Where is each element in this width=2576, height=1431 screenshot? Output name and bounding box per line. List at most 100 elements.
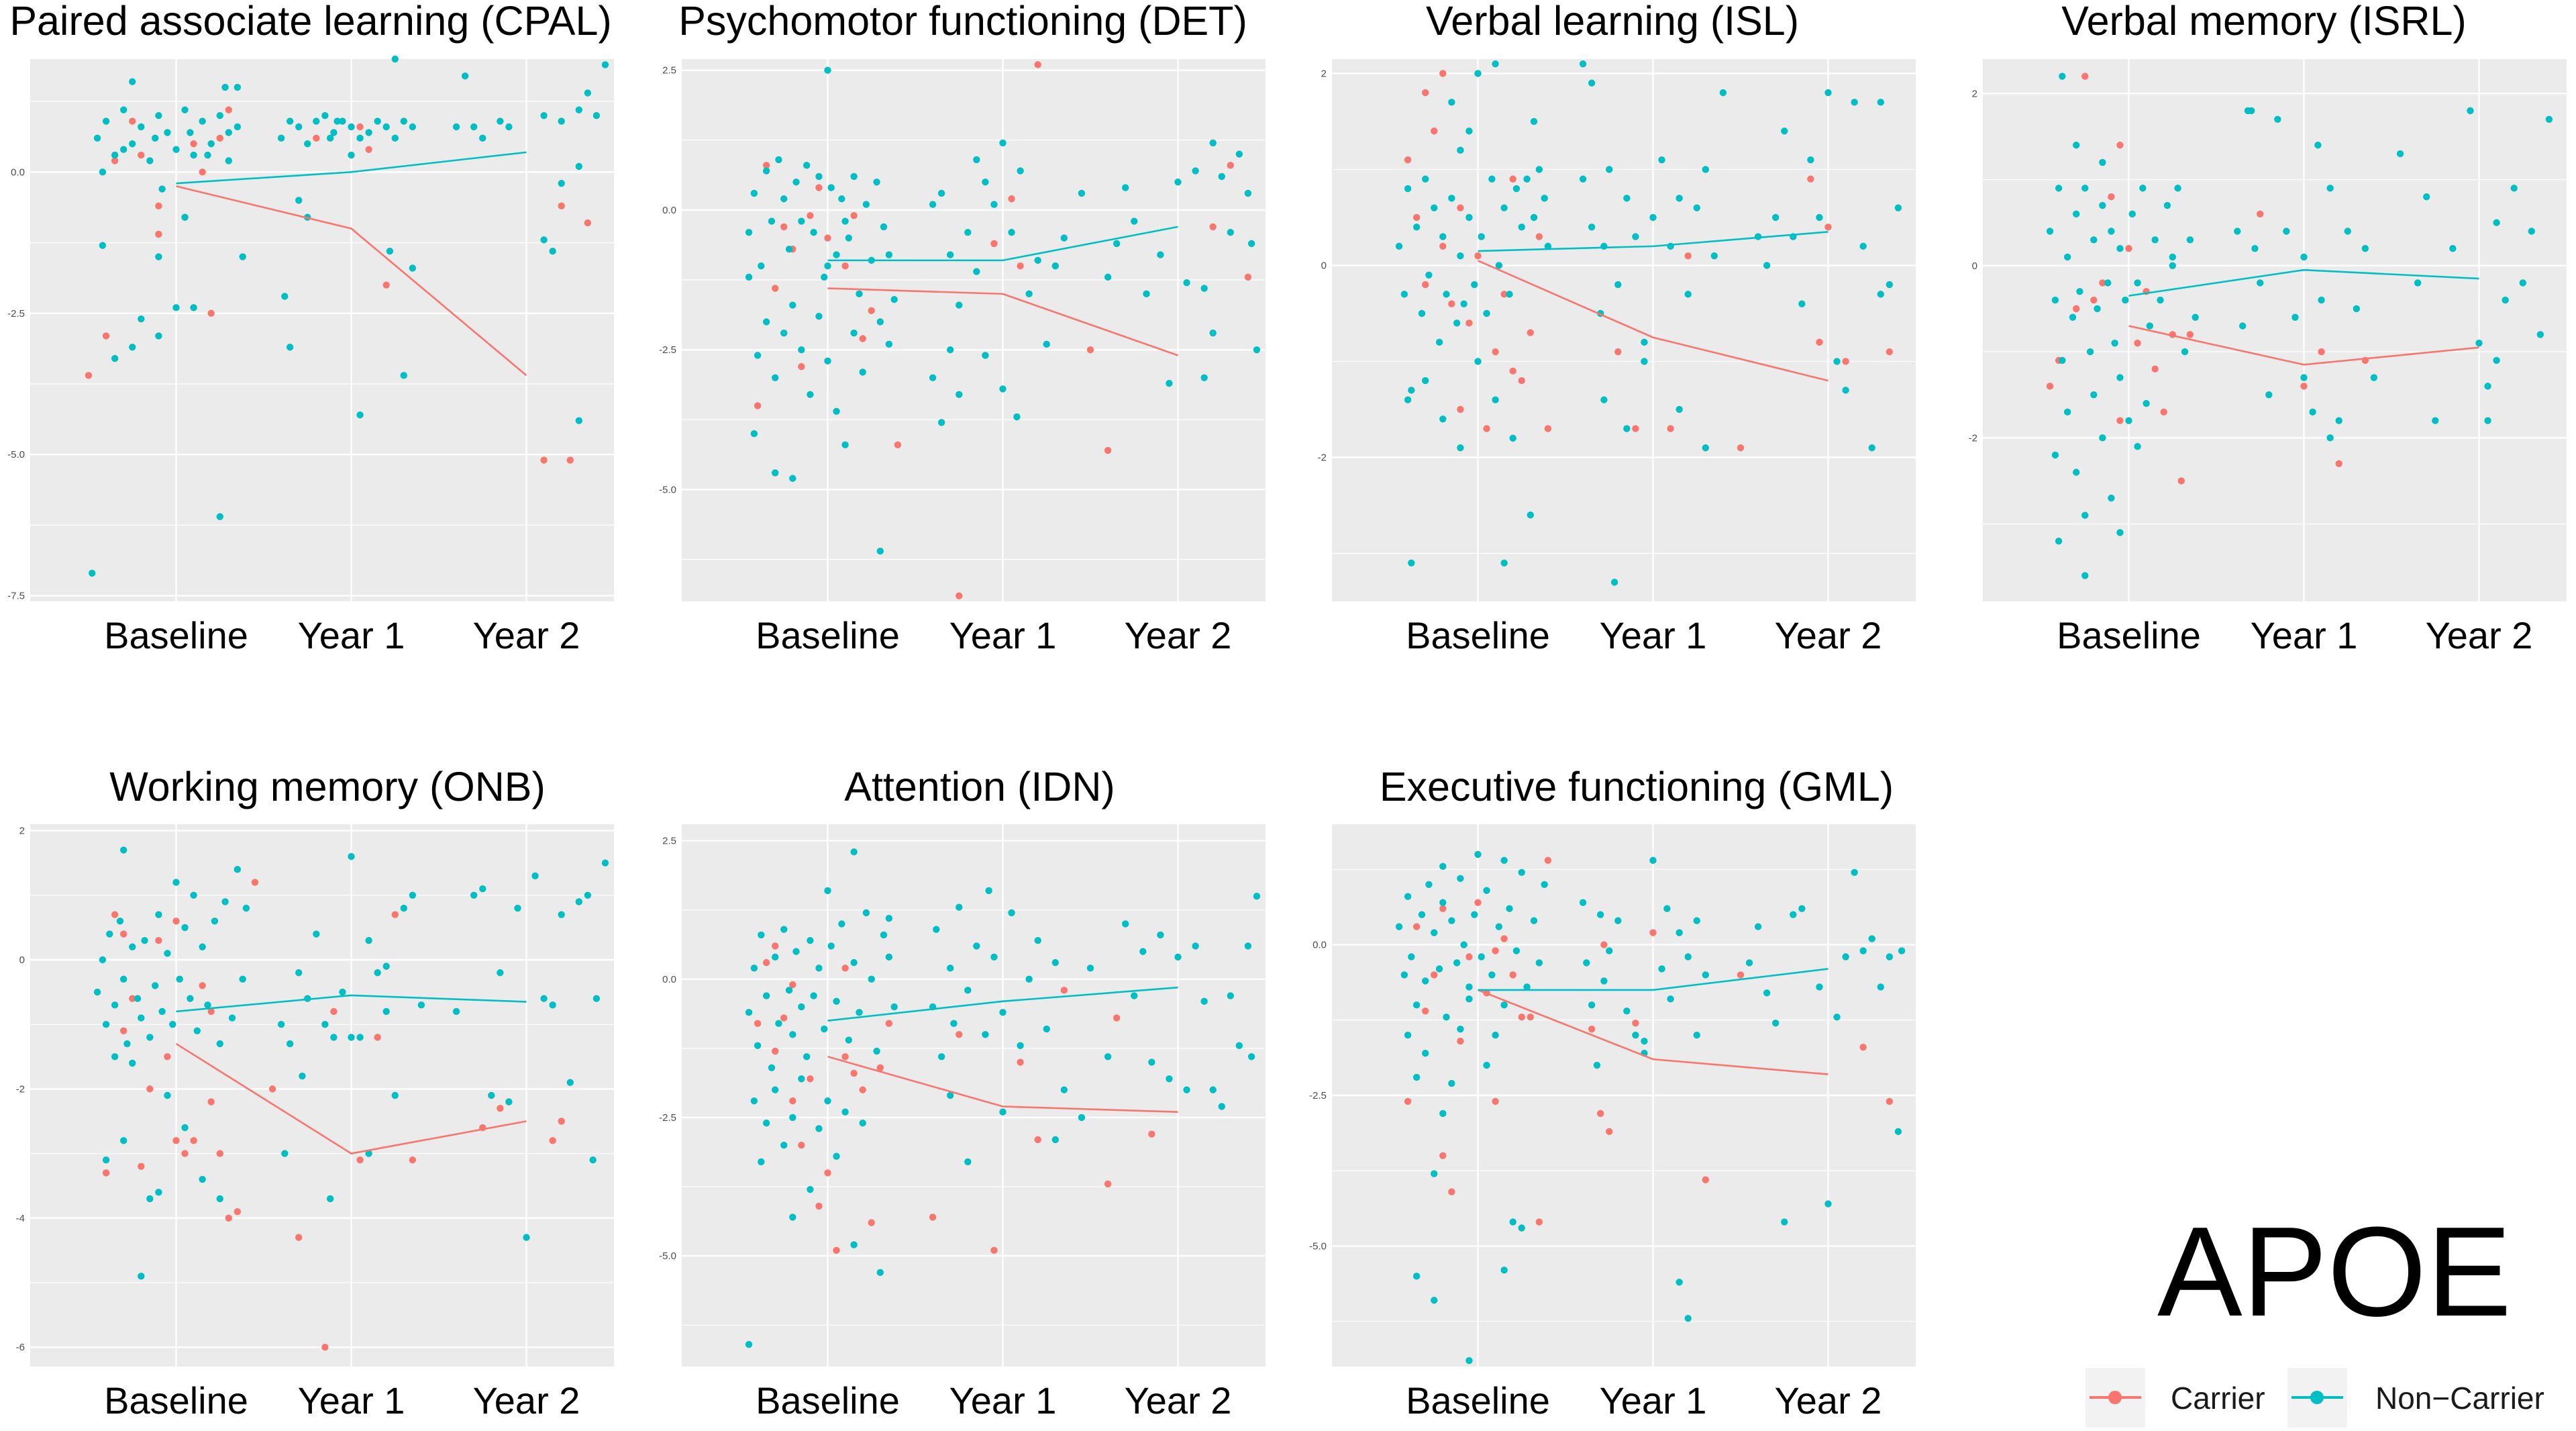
data-point-non-carrier xyxy=(856,290,863,298)
data-point-non-carrier xyxy=(1523,983,1531,991)
data-point-carrier xyxy=(1457,204,1464,211)
x-tick-label: Year 2 xyxy=(1125,614,1232,656)
data-point-non-carrier xyxy=(1877,99,1884,106)
data-point-non-carrier xyxy=(964,229,972,236)
data-point-non-carrier xyxy=(1745,959,1753,967)
data-point-non-carrier xyxy=(785,246,793,253)
data-point-non-carrier xyxy=(982,1031,989,1038)
data-point-non-carrier xyxy=(1448,195,1455,202)
data-point-non-carrier xyxy=(365,129,372,136)
mean-line-carrier xyxy=(1478,989,1828,1075)
data-point-non-carrier xyxy=(2063,408,2071,416)
data-point-non-carrier xyxy=(1122,920,1129,928)
data-point-carrier xyxy=(199,982,206,989)
data-point-non-carrier xyxy=(1579,60,1587,68)
data-point-carrier xyxy=(929,1214,937,1221)
y-tick-label: 0.0 xyxy=(11,166,25,178)
data-point-non-carrier xyxy=(1541,881,1548,888)
data-point-carrier xyxy=(558,1118,565,1125)
data-point-non-carrier xyxy=(850,848,858,856)
data-point-non-carrier xyxy=(1641,338,1648,346)
data-point-non-carrier xyxy=(575,898,582,905)
data-point-non-carrier xyxy=(1523,175,1531,183)
data-point-non-carrier xyxy=(1719,89,1727,97)
data-point-non-carrier xyxy=(409,891,417,899)
data-point-non-carrier xyxy=(295,197,303,204)
x-tick-label: Baseline xyxy=(756,614,900,656)
data-point-non-carrier xyxy=(775,1020,782,1028)
data-point-non-carrier xyxy=(789,301,796,309)
data-point-non-carrier xyxy=(973,268,980,275)
data-point-non-carrier xyxy=(514,904,521,912)
data-point-non-carrier xyxy=(584,891,592,899)
data-point-non-carrier xyxy=(181,1124,189,1132)
data-point-carrier xyxy=(772,285,779,292)
data-point-non-carrier xyxy=(1492,1032,1499,1039)
data-point-non-carrier xyxy=(1209,1086,1217,1093)
data-point-non-carrier xyxy=(111,151,119,159)
data-point-non-carrier xyxy=(199,117,206,125)
data-point-non-carrier xyxy=(391,134,399,142)
data-point-non-carrier xyxy=(2528,228,2535,235)
data-point-carrier xyxy=(234,1207,242,1216)
data-point-carrier xyxy=(85,372,93,379)
data-point-non-carrier xyxy=(841,217,849,225)
data-point-non-carrier xyxy=(859,1120,866,1127)
x-tick-label: Year 1 xyxy=(949,614,1057,656)
data-point-non-carrier xyxy=(1104,1053,1112,1060)
data-point-carrier xyxy=(190,1137,197,1144)
data-point-non-carrier xyxy=(1139,948,1147,955)
data-point-non-carrier xyxy=(281,293,289,300)
data-point-non-carrier xyxy=(1667,995,1674,1003)
mean-line-carrier xyxy=(2128,325,2479,366)
data-point-non-carrier xyxy=(1614,281,1622,289)
data-point-carrier xyxy=(146,1085,154,1093)
mean-line-carrier xyxy=(827,287,1178,356)
panel-background xyxy=(1332,59,1916,601)
data-point-non-carrier xyxy=(106,930,113,938)
data-point-non-carrier xyxy=(1898,947,1906,954)
x-tick-label: Year 1 xyxy=(1600,614,1707,656)
data-point-non-carrier xyxy=(2116,244,2124,252)
data-point-non-carrier xyxy=(772,1086,779,1093)
data-point-non-carrier xyxy=(239,975,246,983)
data-point-non-carrier xyxy=(479,885,486,893)
data-point-non-carrier xyxy=(497,117,504,125)
data-point-carrier xyxy=(207,1098,215,1105)
data-point-non-carrier xyxy=(593,111,601,119)
data-point-non-carrier xyxy=(1422,175,1429,183)
data-point-carrier xyxy=(780,1014,788,1022)
data-point-non-carrier xyxy=(1518,869,1525,877)
data-point-non-carrier xyxy=(1772,213,1780,221)
data-point-non-carrier xyxy=(374,117,381,125)
data-point-non-carrier xyxy=(999,139,1007,147)
data-point-carrier xyxy=(1632,1020,1639,1027)
data-point-non-carrier xyxy=(1460,941,1467,948)
data-point-non-carrier xyxy=(768,1064,776,1071)
data-point-carrier xyxy=(1702,1176,1709,1183)
data-point-non-carrier xyxy=(845,1036,853,1044)
data-point-non-carrier xyxy=(1439,415,1447,423)
data-point-non-carrier xyxy=(216,1040,223,1048)
data-point-non-carrier xyxy=(850,172,858,181)
data-point-carrier xyxy=(172,1137,180,1144)
data-point-carrier xyxy=(754,402,762,409)
data-point-carrier xyxy=(833,1246,840,1254)
data-point-non-carrier xyxy=(1051,262,1060,270)
data-point-non-carrier xyxy=(999,385,1007,393)
data-point-non-carrier xyxy=(1418,309,1426,317)
data-point-non-carrier xyxy=(956,391,963,398)
data-point-non-carrier xyxy=(807,936,814,944)
data-point-non-carrier xyxy=(1113,240,1121,248)
data-point-non-carrier xyxy=(1483,309,1490,317)
data-point-non-carrier xyxy=(593,995,601,1002)
data-point-non-carrier xyxy=(1166,1075,1173,1083)
panel-background xyxy=(30,824,614,1367)
data-point-carrier xyxy=(780,223,788,231)
data-point-non-carrier xyxy=(169,1020,176,1028)
data-point-carrier xyxy=(1439,1152,1447,1159)
data-point-carrier xyxy=(1439,242,1447,250)
data-point-non-carrier xyxy=(1500,1267,1508,1274)
data-point-non-carrier xyxy=(155,332,162,340)
data-point-non-carrier xyxy=(2086,348,2094,356)
